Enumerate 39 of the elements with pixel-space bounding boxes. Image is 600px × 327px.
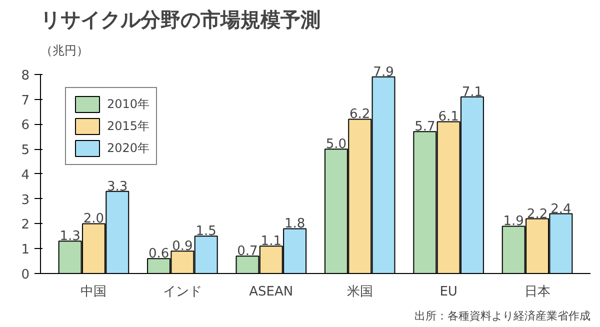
data-label: 6.1 bbox=[438, 110, 459, 125]
data-label: 5.7 bbox=[414, 120, 436, 135]
y-tick-label: 4 bbox=[21, 168, 30, 183]
x-tick-label: EU bbox=[440, 284, 458, 300]
data-label: 3.3 bbox=[107, 179, 128, 194]
data-label: 0.9 bbox=[172, 239, 193, 254]
data-label: 1.9 bbox=[503, 214, 524, 230]
data-label: 0.7 bbox=[237, 244, 258, 260]
x-tick-label: インド bbox=[162, 284, 202, 300]
data-label: 1.1 bbox=[260, 234, 282, 250]
x-tick-label: 日本 bbox=[524, 284, 550, 300]
data-label: 2.0 bbox=[83, 212, 104, 227]
data-label: 7.1 bbox=[462, 84, 483, 100]
legend-label: 2015年 bbox=[107, 118, 150, 134]
data-label: 1.3 bbox=[60, 229, 80, 244]
legend-label: 2020年 bbox=[107, 140, 150, 156]
legend-label: 2010年 bbox=[107, 96, 150, 112]
y-tick-label: 1 bbox=[21, 242, 30, 258]
y-tick-label: 5 bbox=[21, 143, 30, 158]
chart-title: リサイクル分野の市場規模予測 bbox=[40, 8, 320, 32]
y-tick-label: 2 bbox=[21, 218, 30, 233]
y-axis-title: （兆円） bbox=[40, 44, 88, 58]
y-tick-label: 3 bbox=[21, 192, 30, 208]
data-label: 7.9 bbox=[373, 64, 394, 80]
data-label: 6.2 bbox=[350, 107, 370, 122]
x-tick-label: ASEAN bbox=[249, 284, 294, 300]
data-label: 2.2 bbox=[526, 206, 548, 222]
y-tick-label: 6 bbox=[21, 118, 30, 134]
data-label: 1.5 bbox=[196, 224, 216, 240]
data-label: 1.8 bbox=[284, 216, 306, 232]
data-label: 0.6 bbox=[148, 246, 170, 262]
data-label: 2.4 bbox=[550, 202, 572, 217]
data-label: 5.0 bbox=[326, 137, 347, 152]
text: 出所：各種資料より経済産業省作成 bbox=[414, 310, 590, 322]
x-tick-label: 中国 bbox=[80, 284, 107, 300]
y-tick-label: 0 bbox=[21, 268, 30, 282]
y-tick-label: 7 bbox=[21, 93, 30, 108]
y-tick-label: 8 bbox=[21, 68, 30, 84]
x-tick-label: 米国 bbox=[346, 284, 373, 300]
